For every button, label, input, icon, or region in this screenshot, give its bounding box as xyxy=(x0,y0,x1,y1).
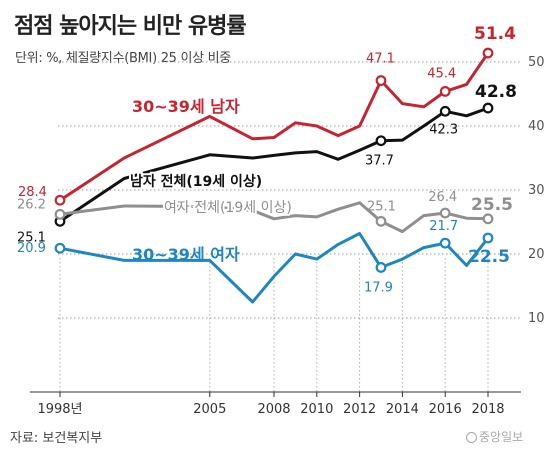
series-2-marker-2016 xyxy=(439,207,451,219)
series-0-marker-2018 xyxy=(482,47,494,59)
series-3-value-label-2018: 22.5 xyxy=(468,247,510,267)
series-1-value-label-1998: 25.1 xyxy=(17,230,46,245)
series-line-1 xyxy=(58,106,490,223)
series-1-value-label-2016: 42.3 xyxy=(429,122,458,137)
series-0-value-label-2018: 51.4 xyxy=(474,24,516,44)
series-1-value-label-2018: 42.8 xyxy=(475,82,517,102)
publisher-name: 중앙일보 xyxy=(479,430,524,444)
series-2-marker-2013 xyxy=(375,215,387,227)
series-2-value-label-2016: 26.4 xyxy=(428,190,457,205)
series-3-marker-2016 xyxy=(439,237,451,249)
series-3-value-label-1998: 20.9 xyxy=(17,241,46,256)
x-tick-label-2008: 2008 xyxy=(257,402,290,417)
series-1-marker-2018 xyxy=(482,102,494,114)
y-tick-label-40: 40 xyxy=(528,119,545,134)
publisher-credit: 중앙일보 xyxy=(466,428,523,445)
series-0-value-label-2013: 47.1 xyxy=(366,52,395,67)
series-3-value-label-2016: 21.7 xyxy=(429,219,458,234)
series-1-marker-2016 xyxy=(439,105,451,117)
series-0-marker-2013 xyxy=(375,75,387,86)
series-line-0 xyxy=(58,51,490,202)
x-tick-label-2012: 2012 xyxy=(343,402,376,417)
x-tick-label-2014: 2014 xyxy=(386,402,419,417)
series-3-marker-1998 xyxy=(54,242,66,254)
y-tick-label-10: 10 xyxy=(528,311,545,326)
series-0-marker-2016 xyxy=(439,86,451,97)
x-tick-label-2016: 2016 xyxy=(429,402,462,417)
y-tick-label-30: 30 xyxy=(528,183,545,198)
series-2-value-label-2018: 25.5 xyxy=(471,195,513,215)
series-name-label-0: 30~39세 남자 xyxy=(132,97,240,116)
series-line-3 xyxy=(58,232,490,304)
series-3-marker-2018 xyxy=(482,232,494,244)
series-name-label-3: 30~39세 여자 xyxy=(132,245,240,264)
series-3-value-label-2013: 17.9 xyxy=(364,280,393,295)
series-2-value-label-2013: 25.1 xyxy=(367,199,396,214)
series-0-value-label-2016: 45.4 xyxy=(427,66,456,81)
y-tick-label-50: 50 xyxy=(528,55,545,70)
series-name-label-2: 여자 전체(19세 이상) xyxy=(164,200,292,216)
series-2-value-label-1998: 26.2 xyxy=(17,197,46,212)
series-1-marker-2013 xyxy=(375,135,387,147)
series-0-marker-1998 xyxy=(54,194,66,206)
x-tick-label-1998: 1998년 xyxy=(37,402,82,417)
series-2-marker-1998 xyxy=(54,208,66,220)
chart-title: 점점 높아지는 비만 유병률 xyxy=(14,14,247,39)
y-tick-label-20: 20 xyxy=(528,247,545,262)
series-0-value-label-1998: 28.4 xyxy=(18,185,47,200)
chart-subtitle: 단위: %, 체질량지수(BMI) 25 이상 비중 xyxy=(15,51,231,66)
series-1-value-label-2013: 37.7 xyxy=(365,154,394,169)
series-line-2 xyxy=(58,201,490,234)
publisher-logo-icon xyxy=(466,432,477,443)
x-tick-label-2005: 2005 xyxy=(193,402,226,417)
series-2-marker-2018 xyxy=(482,213,494,225)
series-name-label-1: 남자 전체(19세 이상) xyxy=(130,173,262,190)
source-note: 자료: 보건복지부 xyxy=(10,431,103,446)
series-3-marker-2013 xyxy=(375,262,387,273)
x-tick-label-2010: 2010 xyxy=(300,402,333,417)
x-tick-label-2018: 2018 xyxy=(471,402,504,417)
